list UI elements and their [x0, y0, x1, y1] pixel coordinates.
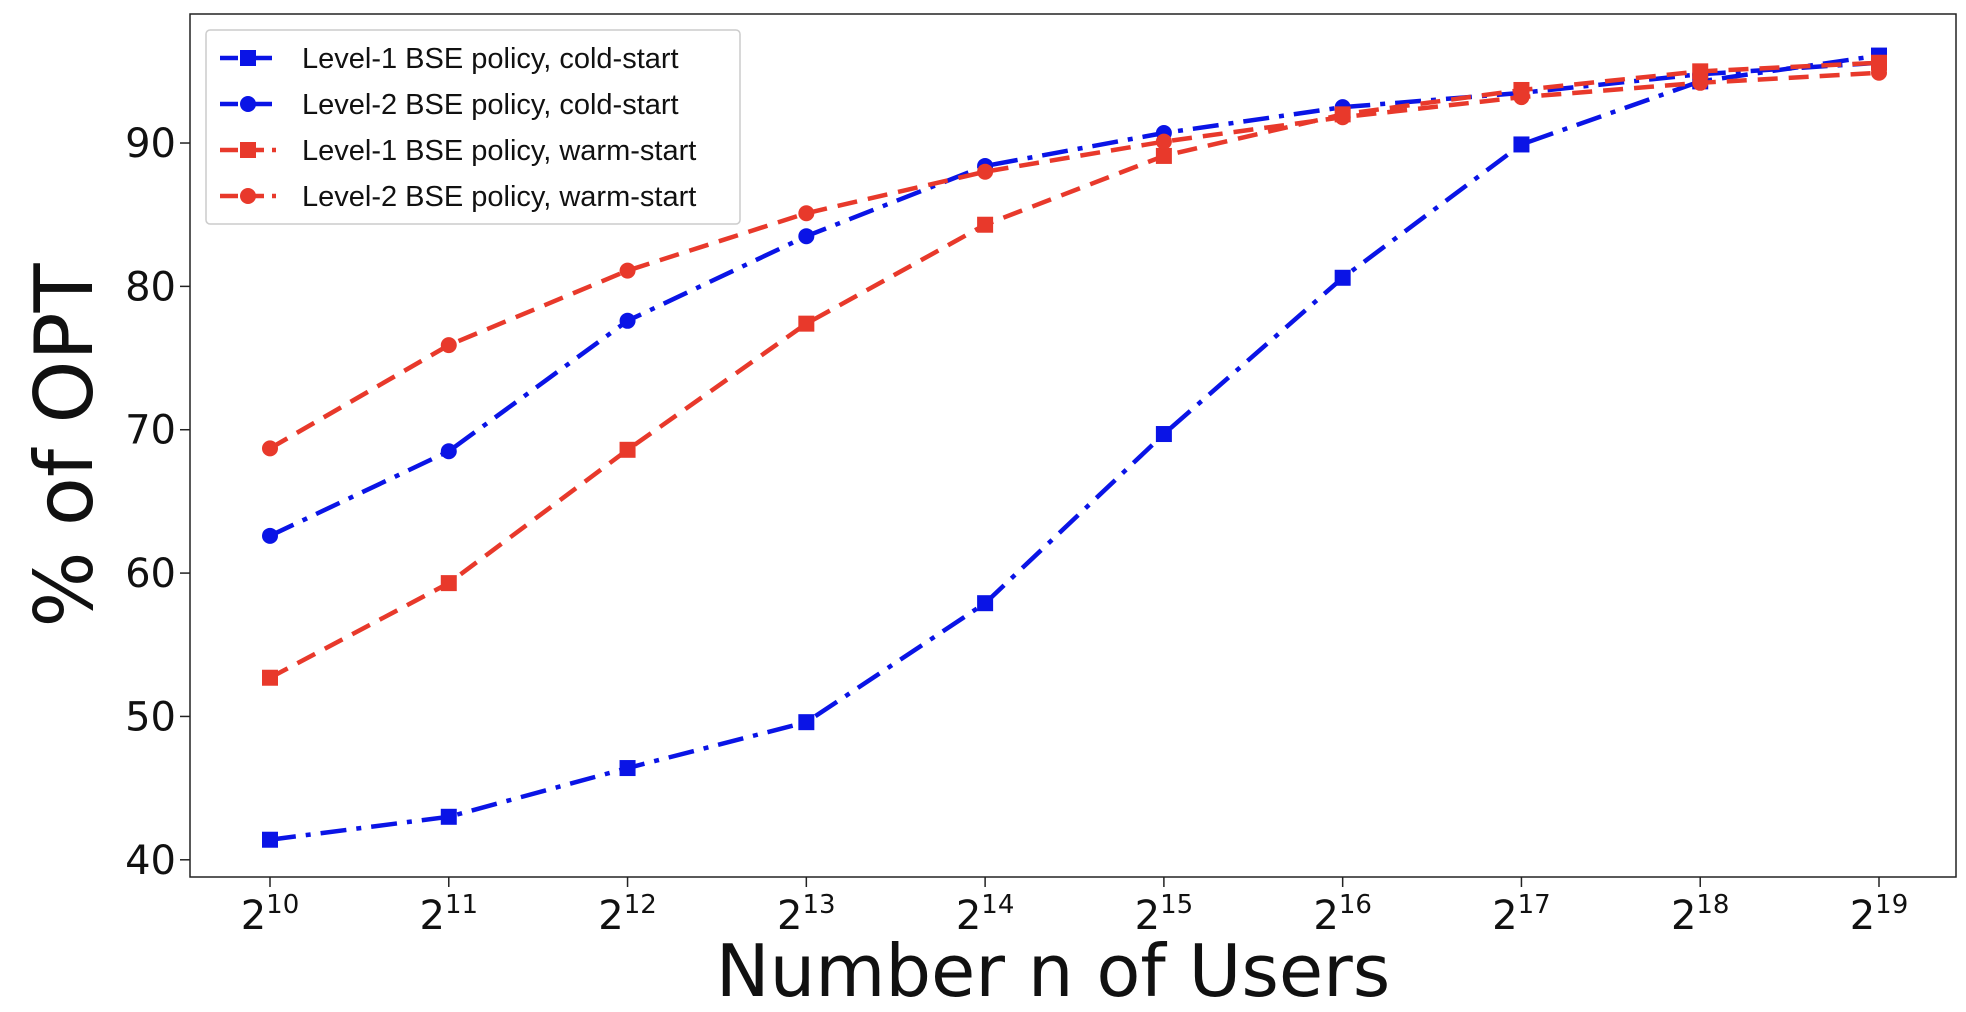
y-axis: 40 50 60 70 80 90: [125, 121, 190, 884]
x-tick-exponent: 16: [1339, 890, 1372, 920]
x-tick-label: 215: [1135, 890, 1194, 939]
x-tick-exponent: 12: [624, 890, 657, 920]
data-point: [1334, 269, 1351, 286]
data-point: [440, 337, 457, 354]
x-tick-exponent: 19: [1875, 890, 1908, 920]
x-tick-exponent: 10: [266, 890, 299, 920]
y-tick-label: 60: [125, 551, 176, 597]
data-point: [1692, 74, 1709, 91]
x-tick-base: 2: [956, 893, 981, 939]
data-point: [262, 440, 278, 457]
legend-item: Level-2 BSE policy, cold-start: [220, 89, 679, 121]
legend-marker: [240, 96, 256, 112]
x-tick-exponent: 11: [445, 890, 478, 920]
legend-marker: [240, 188, 256, 204]
data-point: [619, 312, 636, 329]
y-tick-label: 70: [125, 408, 176, 454]
x-tick-label: 214: [956, 890, 1015, 939]
legend-marker: [240, 50, 256, 66]
data-point: [1871, 64, 1887, 81]
data-point: [798, 315, 815, 332]
y-tick-label: 50: [125, 694, 176, 740]
data-point: [262, 669, 278, 686]
x-axis: 210 211 212 213 214 215 216 217 218 219: [241, 877, 1909, 939]
data-point: [1155, 133, 1172, 150]
series-line: [269, 60, 1880, 538]
series-line: [268, 60, 1880, 680]
series-4: [262, 64, 1887, 457]
x-tick-base: 2: [777, 893, 802, 939]
x-tick-exponent: 18: [1696, 890, 1729, 920]
legend-item: Level-1 BSE policy, cold-start: [220, 43, 679, 75]
x-tick-exponent: 15: [1160, 890, 1193, 920]
data-point: [1692, 63, 1709, 80]
legend-label: Level-2 BSE policy, cold-start: [302, 89, 679, 121]
x-tick-label: 212: [598, 890, 657, 939]
data-point: [619, 262, 636, 279]
x-tick-base: 2: [1671, 893, 1696, 939]
data-point: [977, 163, 994, 180]
data-point: [1155, 147, 1172, 164]
legend-label: Level-1 BSE policy, warm-start: [302, 135, 696, 167]
x-tick-base: 2: [1313, 893, 1338, 939]
legend: Level-1 BSE policy, cold-start Level-2 BS…: [205, 29, 741, 225]
series-line: [268, 70, 1880, 451]
data-point: [1513, 136, 1530, 153]
data-point: [798, 228, 815, 245]
legend-item: Level-1 BSE policy, warm-start: [220, 135, 696, 167]
data-point: [977, 595, 994, 612]
data-point: [1513, 89, 1530, 106]
data-point: [619, 760, 636, 777]
y-tick-label: 90: [125, 121, 176, 167]
x-tick-exponent: 14: [981, 890, 1014, 920]
data-point: [440, 443, 457, 460]
data-point: [440, 575, 457, 592]
legend-box: [205, 29, 741, 225]
plot-frame: [189, 13, 1957, 878]
x-tick-label: 210: [241, 890, 300, 939]
data-point: [262, 527, 278, 544]
legend-item: Level-2 BSE policy, warm-start: [220, 181, 696, 213]
legend-label: Level-2 BSE policy, warm-start: [302, 181, 696, 213]
x-tick-label: 216: [1313, 890, 1372, 939]
data-point: [1334, 109, 1351, 126]
x-tick-label: 211: [420, 890, 479, 939]
x-tick-base: 2: [420, 893, 445, 939]
x-tick-label: 213: [777, 890, 836, 939]
y-tick-label: 80: [125, 264, 176, 310]
legend-marker: [240, 142, 256, 158]
y-axis-title: % of OPT: [18, 262, 111, 627]
data-point: [798, 714, 815, 731]
x-tick-label: 218: [1671, 890, 1730, 939]
x-tick-base: 2: [1135, 893, 1160, 939]
x-tick-base: 2: [598, 893, 623, 939]
data-point: [619, 441, 636, 458]
x-tick-exponent: 13: [803, 890, 836, 920]
data-point: [262, 831, 278, 848]
series-line: [269, 53, 1880, 842]
series-layer: [262, 47, 1887, 848]
y-tick-label: 40: [125, 838, 176, 884]
x-tick-base: 2: [1850, 893, 1875, 939]
data-point: [440, 808, 457, 825]
x-tick-label: 217: [1492, 890, 1551, 939]
x-tick-base: 2: [1492, 893, 1517, 939]
data-point: [1155, 426, 1172, 443]
x-tick-base: 2: [241, 893, 266, 939]
data-point: [977, 216, 994, 233]
data-point: [798, 205, 815, 222]
x-tick-exponent: 17: [1518, 890, 1551, 920]
legend-label: Level-1 BSE policy, cold-start: [302, 43, 679, 75]
x-axis-title: Number n of Users: [716, 929, 1391, 1012]
x-tick-label: 219: [1850, 890, 1909, 939]
